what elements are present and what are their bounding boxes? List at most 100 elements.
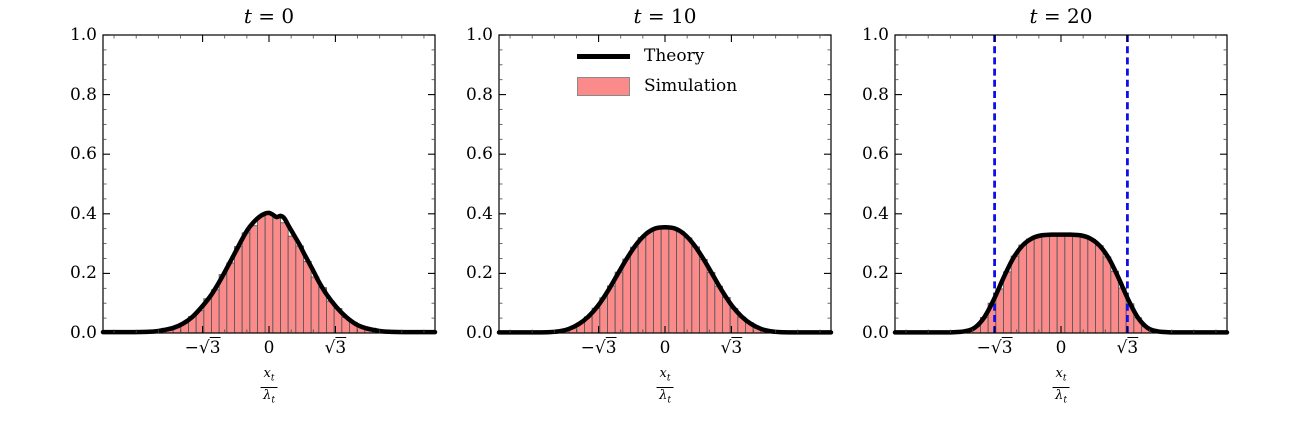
histogram-bar: [264, 213, 274, 334]
fraction-denominator: λt: [263, 387, 275, 406]
y-tick-label: 0.6: [861, 144, 889, 165]
histogram-bar: [1018, 244, 1027, 334]
histogram-bar: [1033, 235, 1043, 334]
y-tick-label: 1.0: [69, 25, 97, 45]
histogram-bar: [249, 225, 258, 334]
histogram-bar: [622, 258, 631, 334]
subplot-t0: t = 0 xt λt 0.0 0.2 0.4 0.6 0.8 1.0 −√3 0 √3: [70, 0, 438, 428]
histogram-bar: [272, 217, 281, 334]
histogram-bar: [1041, 234, 1050, 334]
legend-label: Simulation: [644, 76, 738, 96]
histogram-bar: [645, 231, 654, 334]
histogram-bar: [1095, 245, 1104, 334]
histogram-bar: [287, 235, 297, 334]
histogram-bar: [691, 246, 700, 334]
histogram-bar: [683, 237, 693, 334]
simulation-patch-swatch-icon: [577, 76, 630, 96]
x-axis-label: xt λt: [260, 362, 278, 407]
histogram-bar: [241, 232, 251, 334]
plot-area: [892, 34, 1230, 335]
x-tick-label: 0: [263, 338, 275, 358]
y-tick-label: 0.6: [69, 144, 97, 165]
y-tick-label: 0.0: [465, 323, 493, 343]
radicand: 3: [209, 338, 221, 358]
y-tick-label: 1.0: [861, 25, 889, 45]
sqrt-sign: √: [324, 338, 336, 358]
sqrt-sign: √: [1116, 338, 1128, 358]
y-tick-label: 0.2: [69, 263, 97, 284]
radicand: 3: [605, 338, 617, 358]
subplot-t10: t = 10 Theory Simulation xt λt 0.0 0.2 0.4…: [466, 0, 834, 428]
radicand: 3: [335, 338, 347, 358]
x-tick-label: 0: [659, 338, 671, 358]
histogram-bar: [234, 246, 243, 334]
y-tick-label: 0.6: [465, 144, 493, 165]
y-tick-label: 1.0: [465, 25, 493, 45]
x-axis-label: xt λt: [656, 362, 674, 407]
histogram-bar: [1010, 255, 1020, 334]
theory-curve: [100, 210, 438, 335]
y-tick-label: 0.4: [465, 203, 493, 224]
x-tick-label: −√3: [959, 337, 1031, 359]
x-axis-fraction: xt λt: [260, 367, 278, 407]
histogram-bar: [1026, 238, 1035, 334]
plot-area: [496, 34, 834, 335]
histogram-bar: [1056, 234, 1066, 334]
histogram-bar: [226, 262, 235, 334]
histogram-bar: [257, 215, 266, 334]
radicand: 3: [1001, 338, 1013, 358]
fraction-numerator: xt: [260, 367, 278, 388]
histogram-bar: [676, 230, 685, 334]
histogram-bar: [1064, 234, 1073, 334]
histogram-bar: [637, 237, 647, 334]
title-variable: t: [633, 4, 642, 28]
theory-curve: [496, 224, 834, 335]
sqrt-sign: −√: [580, 338, 606, 358]
chart-svg: [496, 34, 834, 335]
sqrt-sign: −√: [184, 338, 210, 358]
title-variable: t: [243, 4, 252, 28]
fraction-numerator: xt: [1052, 367, 1070, 388]
fraction-denominator: λt: [1055, 387, 1067, 406]
title-value: = 20: [1037, 4, 1093, 28]
x-tick-label: √3: [695, 337, 767, 359]
x-axis-label: xt λt: [1052, 362, 1070, 407]
plot-area: [100, 34, 438, 335]
y-tick-label: 0.0: [861, 323, 889, 343]
panel-title: t = 10: [499, 4, 831, 28]
y-tick-label: 0.8: [861, 84, 889, 105]
chart-svg: [100, 34, 438, 335]
y-tick-label: 0.8: [69, 84, 97, 105]
histogram-bar: [706, 272, 716, 334]
y-tick-label: 0.2: [861, 263, 889, 284]
title-value: = 0: [251, 4, 295, 28]
histogram-bar: [280, 222, 289, 334]
fraction-numerator: xt: [656, 367, 674, 388]
y-tick-label: 0.2: [465, 263, 493, 284]
x-tick-label: −√3: [563, 337, 635, 359]
y-tick-label: 0.0: [69, 323, 97, 343]
x-tick-label: √3: [1091, 337, 1163, 359]
histogram-bar: [295, 245, 304, 334]
x-axis-fraction: xt λt: [656, 367, 674, 407]
histogram-bar: [1079, 235, 1089, 334]
histogram-bar: [1003, 271, 1012, 334]
radicand: 3: [731, 338, 743, 358]
histogram-bar: [699, 258, 708, 334]
x-tick-label: 0: [1055, 338, 1067, 358]
legend-label: Theory: [644, 46, 705, 66]
histogram-bar: [303, 261, 312, 334]
y-tick-label: 0.4: [69, 203, 97, 224]
panel-title: t = 20: [895, 4, 1227, 28]
histogram-bar: [614, 271, 624, 334]
theory-curve: [892, 232, 1230, 335]
radicand: 3: [1127, 338, 1139, 358]
legend-entry-simulation: Simulation: [577, 74, 737, 98]
panel-title: t = 0: [103, 4, 435, 28]
histogram-bar: [1087, 238, 1096, 334]
histogram-bar: [1049, 234, 1058, 334]
title-value: = 10: [641, 4, 697, 28]
histogram-bar: [310, 276, 320, 334]
histogram-bar: [1072, 235, 1081, 334]
